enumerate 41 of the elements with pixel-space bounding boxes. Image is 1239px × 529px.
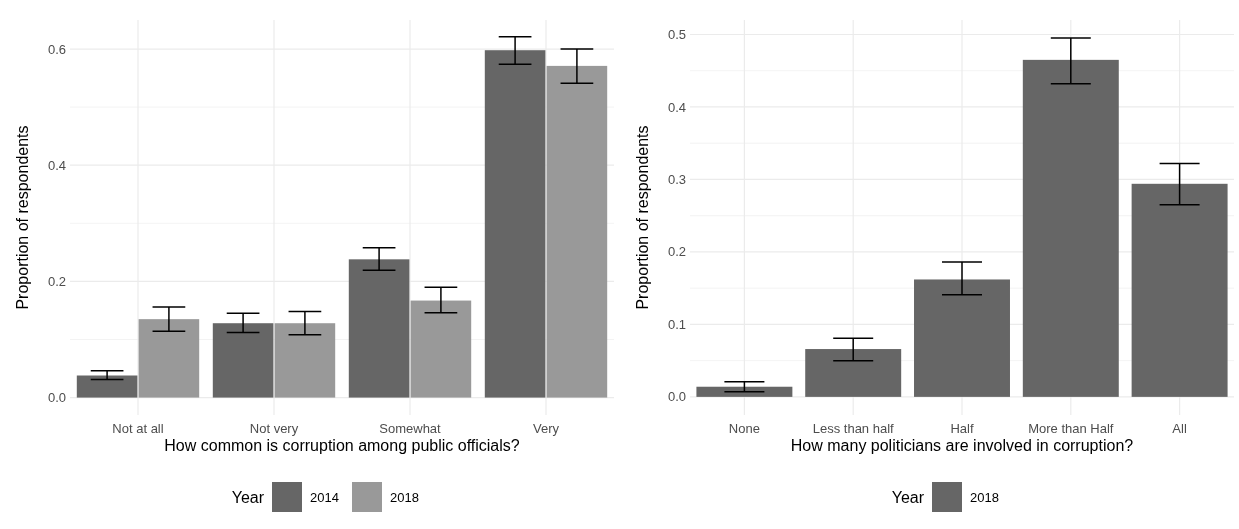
bar [546, 65, 608, 398]
legend-title: Year [891, 488, 925, 506]
x-axis-title: How common is corruption among public officials? [164, 437, 520, 454]
y-tick-label: 0.4 [667, 99, 686, 115]
x-tick-label: Somewhat [379, 421, 442, 436]
bar [348, 259, 410, 398]
x-tick-label: Less than half [812, 421, 895, 436]
legend-label: 2018 [390, 489, 419, 505]
legend-label: 2018 [970, 489, 999, 505]
y-tick-label: 0.4 [47, 157, 66, 173]
bar [1022, 59, 1119, 397]
bar [274, 323, 336, 398]
y-axis-title: Proportion of respondents [634, 125, 651, 310]
y-tick-label: 0.1 [667, 316, 686, 332]
bar [410, 300, 472, 398]
x-tick-label: Half [950, 421, 974, 436]
y-tick-label: 0.0 [667, 389, 686, 405]
y-tick-label: 0.5 [667, 27, 686, 43]
y-tick-label: 0.0 [47, 390, 66, 406]
y-tick-label: 0.6 [47, 41, 66, 57]
y-tick-label: 0.2 [47, 273, 66, 289]
x-tick-label: All [1172, 421, 1187, 436]
x-tick-label: More than Half [1028, 421, 1114, 436]
y-tick-label: 0.3 [667, 172, 686, 187]
bar [696, 386, 793, 397]
bar [138, 319, 200, 398]
x-tick-label: Not at all [112, 421, 164, 436]
y-axis-title: Proportion of respondents [14, 125, 31, 310]
legend-label: 2014 [310, 489, 339, 505]
bar [484, 50, 546, 398]
legend-title: Year [231, 488, 265, 506]
y-tick-label: 0.2 [667, 244, 686, 260]
bar [914, 279, 1010, 397]
x-tick-label: Not very [249, 421, 299, 436]
bar [1131, 183, 1228, 397]
x-tick-label: Very [532, 421, 560, 436]
bar [76, 375, 138, 398]
bar [212, 323, 274, 398]
x-axis-title: How many politicians are involved in corruption? [790, 437, 1134, 454]
bar [805, 349, 902, 397]
x-tick-label: None [728, 421, 760, 436]
